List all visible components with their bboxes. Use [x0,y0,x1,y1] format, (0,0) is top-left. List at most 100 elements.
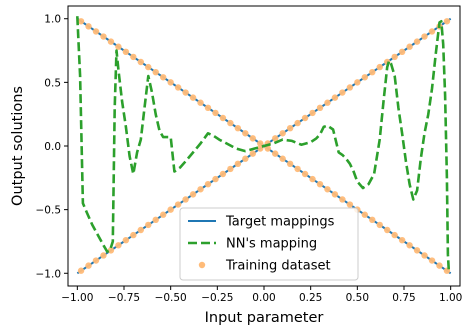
training-point-down-10 [152,68,159,76]
x-tick-label-1: −0.75 [108,292,140,304]
training-point-up-14 [182,196,189,203]
training-point-down-32 [316,180,324,188]
training-point-up-49 [443,18,451,25]
training-point-down-17 [204,104,212,112]
training-point-down-21 [234,124,242,132]
training-point-down-45 [413,247,421,254]
nn-mapping-line [76,16,451,271]
training-point-up-4 [107,247,115,254]
training-point-up-42 [391,53,398,61]
legend-box [179,207,359,281]
training-point-down-27 [279,155,286,162]
training-point-up-5 [115,242,122,249]
training-point-up-12 [167,206,174,213]
x-tick-label-8: 1.00 [439,292,462,304]
training-point-up-32 [316,104,324,112]
training-point-up-47 [428,28,436,35]
training-point-up-7 [130,231,137,239]
training-point-down-19 [219,114,227,122]
training-point-down-22 [242,130,249,137]
training-point-down-2 [92,28,100,35]
y-tick-label-3: 0.5 [44,77,61,89]
training-point-down-42 [391,231,398,239]
training-point-up-17 [204,180,212,188]
training-point-down-33 [324,186,331,193]
x-axis-label: Input parameter [205,310,324,326]
training-point-down-15 [189,94,197,101]
training-point-down-11 [160,74,167,81]
training-point-up-34 [331,94,339,101]
training-point-down-13 [174,84,182,91]
legend-swatch-training [198,261,206,269]
training-point-down-14 [182,89,189,96]
training-point-down-25 [264,145,271,152]
training-point-down-41 [384,226,391,234]
training-point-up-8 [137,226,144,234]
training-point-down-26 [272,150,279,157]
training-point-down-36 [346,201,354,208]
plot-area [76,16,452,275]
training-point-up-6 [122,236,130,244]
training-point-up-45 [413,38,421,45]
x-tick-label-6: 0.50 [346,292,369,304]
training-point-up-13 [174,201,182,208]
training-point-down-1 [85,23,92,30]
training-point-up-31 [309,109,316,117]
training-point-up-21 [234,160,242,168]
training-point-down-18 [212,109,219,117]
training-point-up-33 [324,99,331,106]
training-point-up-22 [242,155,249,162]
training-point-up-24 [257,145,264,152]
training-point-down-24 [257,140,264,147]
training-point-up-2 [92,257,100,264]
y-tick-label-0: −1.0 [36,268,62,280]
training-point-up-3 [100,252,107,259]
training-point-up-30 [301,114,309,122]
training-point-down-35 [339,196,346,203]
y-tick-label-1: −0.5 [36,205,62,217]
training-point-up-28 [286,124,294,132]
training-point-up-20 [227,165,234,173]
training-point-down-12 [167,79,174,86]
training-point-down-44 [406,242,413,249]
training-point-up-11 [160,211,167,218]
training-point-up-35 [339,89,346,96]
training-point-down-6 [122,48,130,56]
legend-label-2: Training dataset [225,259,331,274]
training-point-down-7 [130,53,137,61]
training-point-down-40 [376,221,383,229]
training-point-down-3 [100,33,107,40]
training-point-up-40 [376,63,383,71]
x-tick-label-4: 0.00 [252,292,275,304]
legend-label-0: Target mappings [225,215,335,230]
training-point-down-43 [398,236,406,244]
training-point-down-46 [421,252,428,259]
training-point-down-4 [107,38,115,45]
training-point-down-9 [145,63,152,71]
training-point-up-46 [421,33,428,40]
training-point-down-47 [428,257,436,264]
x-tick-label-5: 0.25 [299,292,322,304]
training-point-up-26 [272,135,279,142]
training-point-down-29 [294,165,301,173]
y-tick-label-4: 1.0 [44,14,61,26]
training-point-down-31 [309,175,316,183]
training-point-up-18 [212,175,219,183]
training-point-down-48 [436,262,443,269]
training-point-up-36 [346,84,354,91]
training-point-down-16 [197,99,204,106]
training-point-down-28 [286,160,294,168]
training-point-up-37 [354,79,361,86]
legend-label-1: NN's mapping [226,237,317,252]
x-tick-label-7: 0.75 [392,292,415,304]
training-point-up-10 [152,216,159,224]
x-tick-label-2: −0.50 [155,292,187,304]
x-tick-label-0: −1.00 [61,292,93,304]
training-point-down-38 [361,211,368,218]
training-point-down-0 [77,18,85,25]
training-point-down-39 [369,216,376,224]
training-point-down-34 [331,191,339,198]
training-point-up-27 [279,130,286,137]
ticks: −1.00 −0.75 −0.50 −0.25 0.00 0.25 0.50 0.75 1.00… [36,14,463,304]
